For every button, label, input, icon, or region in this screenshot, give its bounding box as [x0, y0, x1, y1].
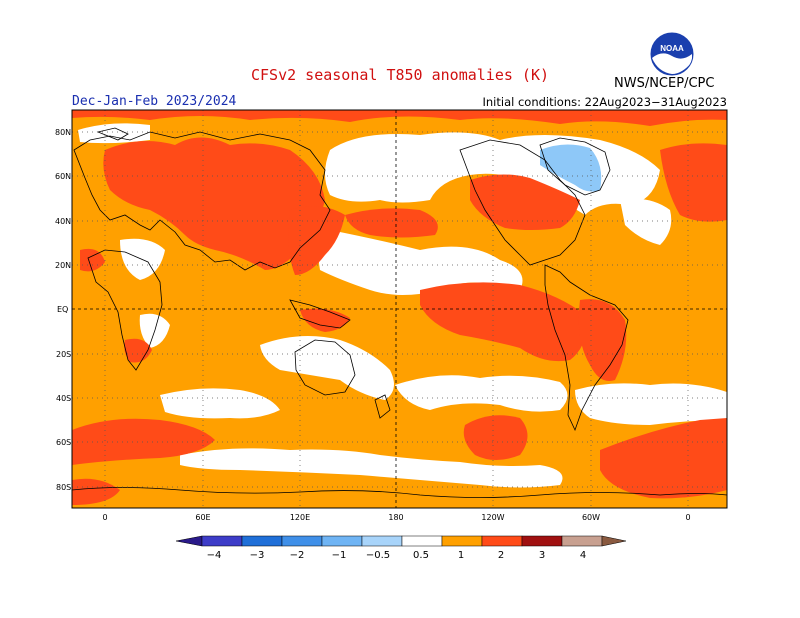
colorbar-swatch [441, 535, 483, 547]
warm-region-south-america [578, 299, 627, 381]
lat-tick-label: 20S [56, 350, 71, 359]
lon-tick-label: 60E [195, 513, 210, 522]
colorbar-label: −1 [332, 550, 347, 561]
neutral-region-south-atlantic [575, 383, 727, 425]
lon-tick-label: 120W [481, 513, 504, 522]
agency-label: NWS/NCEP/CPC [614, 76, 715, 91]
neutral-region-north-atlantic [620, 198, 672, 245]
warm-region-east-asia [288, 206, 345, 275]
lat-tick-label: 40N [55, 217, 71, 226]
lat-tick-label: 60N [55, 172, 71, 181]
neutral-region-arctic-europe [78, 123, 150, 144]
lat-tick-label: 60S [56, 438, 71, 447]
colorbar-swatch [521, 535, 563, 547]
lon-tick-label: 0 [102, 513, 107, 522]
colorbar-label: −2 [290, 550, 305, 561]
neutral-region-indian-ocean [160, 388, 280, 419]
lon-tick-label: 180 [388, 513, 403, 522]
anomaly-field [72, 110, 727, 508]
neutral-region-southern-ocean [180, 448, 563, 488]
colorbar-label: 3 [539, 550, 545, 561]
colorbar-label: 4 [580, 550, 586, 561]
warm-region-north-atlantic-east [660, 143, 727, 222]
lon-tick-label: 120E [290, 513, 310, 522]
initial-conditions-label: Initial conditions: 22Aug2023−31Aug2023 [482, 95, 727, 109]
noaa-logo-icon: NOAA [650, 32, 694, 76]
colorbar-label: 1 [458, 550, 464, 561]
warm-region-tropical-pacific [420, 282, 586, 362]
colorbar-swatch [241, 535, 283, 547]
warm-region-southern-ocean-east [600, 418, 727, 499]
warm-region-north-america [470, 174, 580, 230]
lon-axis: 0 60E 120E 180 120W 60W 0 [102, 513, 690, 522]
colorbar-label: −4 [207, 550, 222, 561]
warm-region-south-pacific-circle [463, 415, 528, 460]
warm-region-west-africa [80, 248, 105, 272]
colorbar: −4 −3 −2 −1 −0.5 0.5 1 2 3 4 [175, 535, 627, 561]
colorbar-swatch [321, 535, 363, 547]
colorbar-swatch [481, 535, 523, 547]
lat-tick-label: 80N [55, 128, 71, 137]
svg-text:NOAA: NOAA [660, 44, 684, 53]
lat-tick-label: 80S [56, 483, 71, 492]
lon-tick-label: 0 [685, 513, 690, 522]
colorbar-swatch [561, 535, 603, 547]
neutral-region-north-pacific [318, 230, 523, 295]
map-frame [71, 109, 728, 509]
colorbar-swatch [201, 535, 243, 547]
cold-region-greenland [540, 144, 602, 192]
colorbar-arrow-high [601, 535, 627, 547]
colorbar-label: −3 [250, 550, 265, 561]
neutral-region-se-pacific [395, 375, 568, 412]
warm-region-north-pacific [345, 208, 438, 238]
warm-region-southern-ocean-west [72, 418, 215, 465]
warm-region-antarctic-west [72, 478, 120, 505]
colorbar-arrow-low [175, 535, 203, 547]
warm-region-eurasia [103, 137, 325, 270]
colorbar-label: 2 [498, 550, 504, 561]
warm-region-south-africa [124, 338, 152, 363]
colorbar-label: 0.5 [413, 550, 429, 561]
colorbar-swatch [401, 535, 443, 547]
warm-region-arctic [72, 110, 727, 126]
colorbar-swatch [281, 535, 323, 547]
graticule [72, 110, 727, 508]
season-label: Dec-Jan-Feb 2023/2024 [72, 94, 237, 109]
lat-tick-label: 20N [55, 261, 71, 270]
colorbar-swatch [361, 535, 403, 547]
lat-tick-label: EQ [57, 305, 68, 314]
warm-region-indonesia [300, 308, 350, 332]
lat-tick-label: 40S [56, 394, 71, 403]
lat-axis: 80N 60N 40N 20N EQ 20S 40S 60S 80S [55, 128, 71, 492]
lon-tick-label: 60W [582, 513, 600, 522]
page-title: CFSv2 seasonal T850 anomalies (K) [250, 66, 549, 84]
colorbar-label: −0.5 [366, 550, 390, 561]
neutral-region-south-pacific [260, 336, 394, 400]
